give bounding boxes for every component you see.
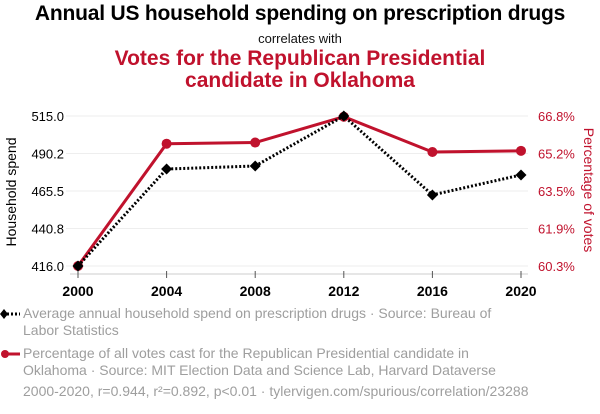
x-tick-label: 2020 xyxy=(505,283,536,299)
y-tick-label-right: 65.2% xyxy=(538,147,575,162)
data-point-household-spend xyxy=(72,260,84,272)
y-tick-label-left: 515.0 xyxy=(31,109,64,124)
x-tick-label: 2012 xyxy=(328,283,359,299)
x-tick-label: 2004 xyxy=(151,283,182,299)
x-tick-label: 2000 xyxy=(62,283,93,299)
legend-text-household-spend: Average annual household spend on prescr… xyxy=(23,305,543,339)
y-tick-label-right: 60.3% xyxy=(538,259,575,274)
chart-title-secondary-line-1: Votes for the Republican Presidential xyxy=(114,47,486,70)
data-point-household-spend xyxy=(338,110,350,122)
data-point-household-spend xyxy=(161,163,173,175)
gridlines xyxy=(66,115,528,267)
y-tick-label-left: 440.8 xyxy=(31,222,64,237)
chart-title-secondary: Votes for the Republican Presidential ca… xyxy=(0,48,600,92)
legend-text-republican-votes: Percentage of all votes cast for the Rep… xyxy=(23,345,543,379)
chart-footer: 2000-2020, r=0.944, r²=0.892, p<0.01 · t… xyxy=(23,383,529,399)
data-point-republican-votes xyxy=(250,137,261,148)
data-point-republican-votes xyxy=(161,138,172,149)
legend-line: Labor Statistics xyxy=(23,322,119,338)
series-line-household-spend xyxy=(76,114,522,268)
x-tick-label: 2008 xyxy=(240,283,271,299)
y-axis-label-left: Household spend xyxy=(3,138,19,247)
chart-title: Annual US household spending on prescrip… xyxy=(34,2,566,25)
axes: 515.0 66.8% 490.2 65.2% 465.5 63.5% 440.8 61.9%… xyxy=(31,109,575,299)
y-tick-label-right: 63.5% xyxy=(538,184,575,199)
y-axis-label-right: Percentage of votes xyxy=(581,128,597,253)
legend-symbol-dotted-diamond-icon xyxy=(0,309,20,319)
y-tick-label-left: 490.2 xyxy=(31,147,64,162)
legend-line: Average annual household spend on prescr… xyxy=(23,305,492,321)
y-tick-label-left: 416.0 xyxy=(31,259,64,274)
legend-line: Percentage of all votes cast for the Rep… xyxy=(23,345,469,361)
series-group xyxy=(72,110,527,272)
data-point-republican-votes xyxy=(427,147,438,157)
y-tick-label-right: 61.9% xyxy=(538,222,575,237)
chart-title-secondary-line-2: candidate in Oklahoma xyxy=(185,69,415,92)
y-tick-label-right: 66.8% xyxy=(538,109,575,124)
y-tick-label-left: 465.5 xyxy=(31,184,64,199)
data-point-household-spend xyxy=(426,189,438,201)
data-point-republican-votes xyxy=(516,145,526,156)
series-line-republican-votes xyxy=(76,115,522,267)
data-point-household-spend xyxy=(249,160,261,172)
x-tick-label: 2016 xyxy=(417,283,448,299)
data-point-household-spend xyxy=(515,169,527,181)
legend-line: Oklahoma · Source: MIT Election Data and… xyxy=(23,362,496,378)
chart-subtitle: correlates with xyxy=(258,31,342,46)
legend-symbol-circle-line-icon xyxy=(1,350,20,358)
